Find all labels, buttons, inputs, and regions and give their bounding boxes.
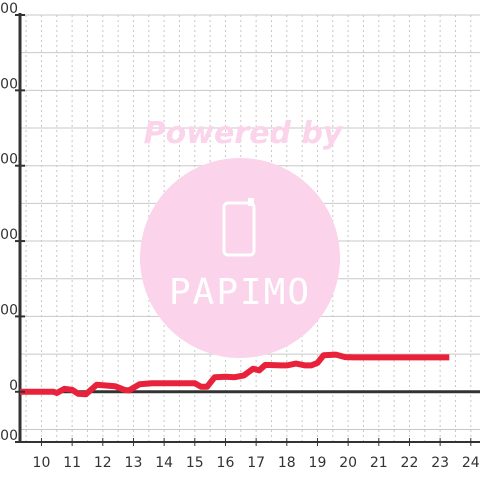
phone-icon-notch bbox=[248, 198, 254, 206]
x-tick-label: 14 bbox=[155, 455, 173, 471]
x-tick-label: 22 bbox=[401, 455, 419, 471]
watermark-logo-text: PAPIMO bbox=[169, 272, 311, 313]
x-tick-label: 18 bbox=[278, 455, 296, 471]
x-tick-label: 20 bbox=[339, 455, 357, 471]
y-tick-label: 60,000 bbox=[0, 227, 18, 243]
x-tick-label: 21 bbox=[370, 455, 388, 471]
x-tick-label: 10 bbox=[33, 455, 51, 471]
watermark-caption: Powered by bbox=[144, 116, 344, 151]
x-axis-ticks: 10 11 12 13 14 15 16 17 18 19 20 21 22 23 24 bbox=[33, 438, 480, 471]
watermark: Powered by PAPIMO bbox=[140, 116, 344, 358]
series-line bbox=[20, 351, 450, 398]
y-tick-label: 150,000 bbox=[0, 1, 18, 17]
phone-icon bbox=[222, 201, 256, 257]
x-tick-label: 17 bbox=[247, 455, 265, 471]
watermark-circle bbox=[140, 158, 340, 358]
x-tick-label: 15 bbox=[186, 455, 204, 471]
y-tick-label: 120,000 bbox=[0, 76, 18, 92]
y-tick-label: -20,000 bbox=[0, 428, 18, 444]
x-tick-label: 11 bbox=[63, 455, 81, 471]
y-tick-label: 30,000 bbox=[0, 302, 18, 318]
x-tick-label: 24 bbox=[462, 455, 480, 471]
x-tick-label: 13 bbox=[125, 455, 143, 471]
axes bbox=[18, 13, 480, 443]
y-tick-label: 90,000 bbox=[0, 152, 18, 168]
x-tick-label: 12 bbox=[94, 455, 112, 471]
series bbox=[20, 351, 450, 398]
grid bbox=[20, 14, 480, 442]
x-tick-label: 16 bbox=[217, 455, 235, 471]
x-tick-label: 19 bbox=[309, 455, 327, 471]
x-tick-label: 23 bbox=[431, 455, 449, 471]
y-axis-ticks: -20,000 0 30,000 60,000 90,000 120,000 150,000 bbox=[0, 1, 25, 444]
y-tick-label: 0 bbox=[9, 378, 18, 394]
